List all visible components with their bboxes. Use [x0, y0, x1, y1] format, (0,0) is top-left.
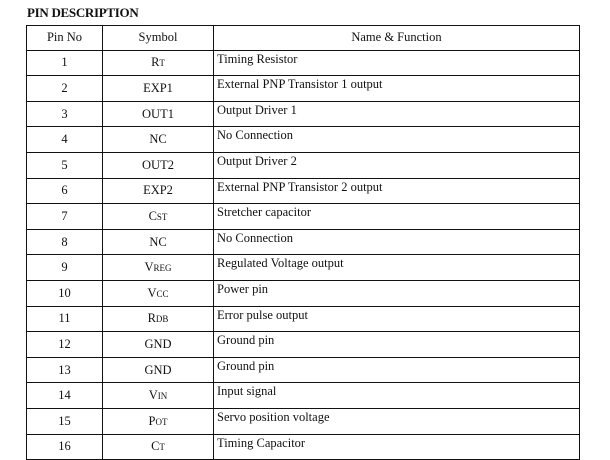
pin-number: 10 — [26, 279, 103, 307]
symbol-subscript: IN — [157, 391, 168, 402]
table-row: 3 OUT1 Output Driver 1 — [26, 100, 580, 128]
pin-symbol: NC — [102, 126, 214, 153]
symbol-main: GND — [144, 362, 172, 377]
table-row: 16 CT Timing Capacitor — [26, 433, 580, 460]
symbol-main: OUT1 — [142, 106, 174, 121]
table-row: 10 VCC Power pin — [26, 279, 580, 307]
pin-function: Output Driver 2 — [213, 151, 580, 179]
symbol-subscript: T — [159, 58, 165, 69]
table-row: 6 EXP2 External PNP Transistor 2 output — [26, 177, 580, 205]
header-name-function: Name & Function — [213, 25, 580, 51]
symbol-subscript: REG — [153, 263, 172, 274]
pin-symbol: VIN — [102, 382, 214, 409]
pin-function: No Connection — [213, 228, 580, 256]
section-title: PIN DESCRIPTION — [27, 5, 139, 20]
table-row: 11 RDB Error pulse output — [26, 305, 580, 333]
table-row: 13 GND Ground pin — [26, 356, 580, 384]
pin-function: Ground pin — [213, 331, 580, 358]
pin-symbol: RT — [102, 49, 214, 77]
pin-number: 16 — [26, 433, 103, 460]
table-header-row: Pin No Symbol Name & Function — [26, 25, 580, 51]
symbol-main: V — [148, 388, 158, 403]
pin-number: 4 — [26, 126, 103, 153]
pin-number: 3 — [26, 100, 103, 128]
header-pin-no: Pin No — [26, 25, 103, 51]
pin-function: Regulated Voltage output — [213, 254, 580, 281]
symbol-main: OUT2 — [142, 157, 174, 172]
pin-symbol: RDB — [102, 305, 214, 333]
table-row: 1 RT Timing Resistor — [26, 49, 580, 77]
symbol-subscript: DB — [155, 314, 169, 325]
pin-function: Timing Capacitor — [213, 433, 580, 460]
pin-function: Servo position voltage — [213, 407, 580, 435]
pin-number: 7 — [26, 203, 103, 230]
symbol-main: EXP2 — [143, 183, 173, 198]
pin-number: 11 — [26, 305, 103, 333]
pin-function: Input signal — [213, 382, 580, 409]
pin-function: Stretcher capacitor — [213, 203, 580, 230]
symbol-main: NC — [149, 132, 167, 147]
table-row: 4 NC No Connection — [26, 126, 580, 153]
symbol-main: P — [148, 413, 156, 428]
symbol-main: NC — [149, 234, 167, 249]
table-row: 5 OUT2 Output Driver 2 — [26, 151, 580, 179]
pin-function: Error pulse output — [213, 305, 580, 333]
pin-number: 14 — [26, 382, 103, 409]
pin-number: 13 — [26, 356, 103, 384]
table-row: 12 GND Ground pin — [26, 331, 580, 358]
symbol-subscript: T — [159, 442, 165, 453]
pin-symbol: GND — [102, 356, 214, 384]
pin-symbol: EXP2 — [102, 177, 214, 205]
pin-symbol: GND — [102, 331, 214, 358]
pin-function: No Connection — [213, 126, 580, 153]
pin-function: Output Driver 1 — [213, 100, 580, 128]
symbol-main: V — [144, 260, 154, 275]
pin-number: 15 — [26, 407, 103, 435]
pin-number: 1 — [26, 49, 103, 77]
pin-number: 2 — [26, 75, 103, 102]
symbol-subscript: OT — [155, 416, 168, 427]
symbol-main: R — [151, 55, 160, 70]
pin-symbol: VREG — [102, 254, 214, 281]
symbol-main: EXP1 — [143, 80, 173, 95]
symbol-main: V — [147, 285, 157, 300]
pin-symbol: POT — [102, 407, 214, 435]
table-row: 2 EXP1 External PNP Transistor 1 output — [26, 75, 580, 102]
pin-number: 6 — [26, 177, 103, 205]
symbol-main: C — [151, 439, 160, 454]
pin-function: Ground pin — [213, 356, 580, 384]
pin-symbol: NC — [102, 228, 214, 256]
pin-number: 12 — [26, 331, 103, 358]
pin-function: Power pin — [213, 279, 580, 307]
pin-symbol: CST — [102, 203, 214, 230]
pin-symbol: OUT1 — [102, 100, 214, 128]
symbol-main: GND — [144, 336, 172, 351]
table-row: 15 POT Servo position voltage — [26, 407, 580, 435]
symbol-main: R — [147, 311, 156, 326]
pin-symbol: CT — [102, 433, 214, 460]
pin-number: 5 — [26, 151, 103, 179]
pin-symbol: OUT2 — [102, 151, 214, 179]
pin-symbol: VCC — [102, 279, 214, 307]
pin-function: External PNP Transistor 2 output — [213, 177, 580, 205]
table-row: 7 CST Stretcher capacitor — [26, 203, 580, 230]
pin-number: 9 — [26, 254, 103, 281]
symbol-subscript: ST — [156, 211, 168, 222]
pin-number: 8 — [26, 228, 103, 256]
pin-description-table: Pin No Symbol Name & Function 1 RT Timin… — [26, 25, 580, 460]
pin-function: Timing Resistor — [213, 49, 580, 77]
header-symbol: Symbol — [102, 25, 214, 51]
table-row: 8 NC No Connection — [26, 228, 580, 256]
pin-symbol: EXP1 — [102, 75, 214, 102]
symbol-main: C — [148, 208, 157, 223]
table-row: 9 VREG Regulated Voltage output — [26, 254, 580, 281]
symbol-subscript: CC — [156, 288, 169, 299]
pin-function: External PNP Transistor 1 output — [213, 75, 580, 102]
table-row: 14 VIN Input signal — [26, 382, 580, 409]
